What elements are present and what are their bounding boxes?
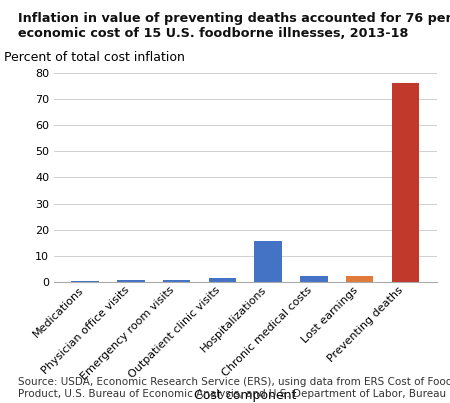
Bar (300, 276, 328, 282)
Bar (72, 281, 99, 282)
Text: Inflation in value of preventing deaths accounted for 76 percent of total inflat: Inflation in value of preventing deaths … (18, 12, 450, 40)
Bar (392, 83, 419, 282)
Text: Percent of total cost inflation: Percent of total cost inflation (4, 51, 185, 64)
Text: Source: USDA, Economic Research Service (ERS), using data from ERS Cost of Foodb: Source: USDA, Economic Research Service … (18, 377, 450, 399)
X-axis label: Cost component: Cost component (194, 389, 297, 402)
Bar (254, 241, 282, 282)
Bar (346, 276, 374, 282)
Bar (209, 278, 236, 282)
Bar (117, 280, 144, 282)
Bar (163, 280, 190, 282)
